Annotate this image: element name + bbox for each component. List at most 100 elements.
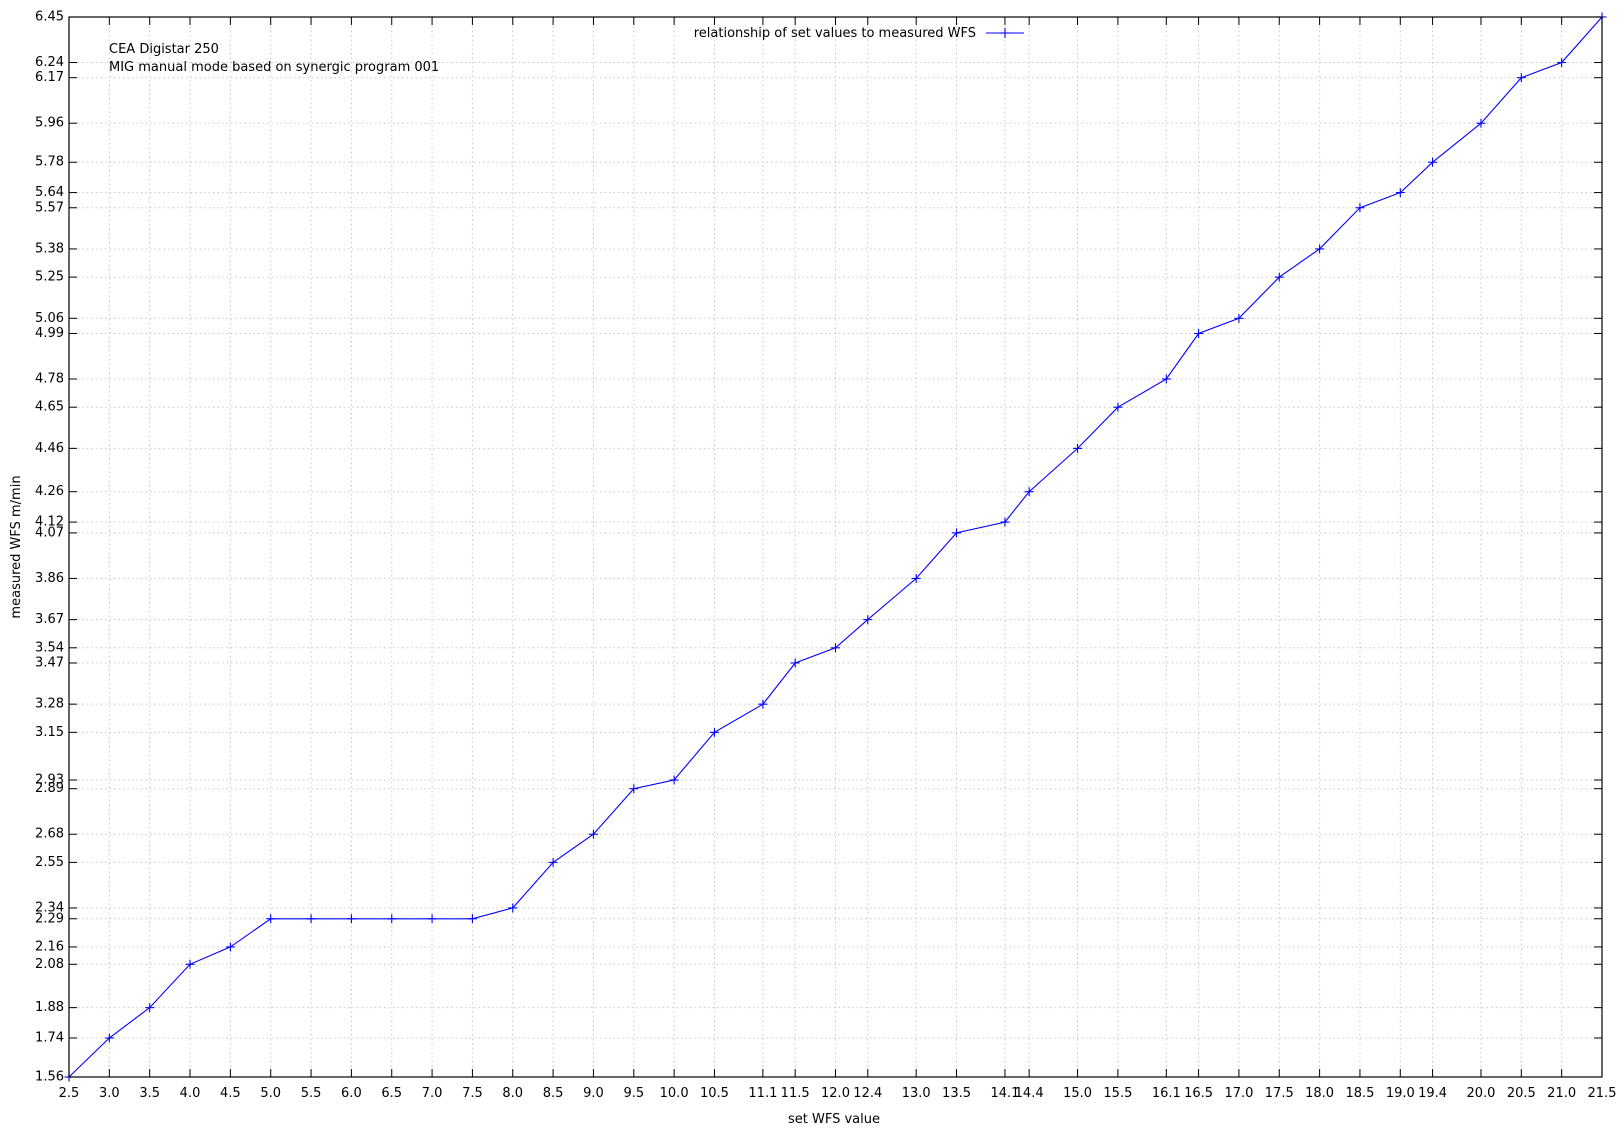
data-point <box>952 528 962 538</box>
y-tick-label: 2.68 <box>35 827 64 842</box>
plot-frame <box>68 16 1603 1078</box>
legend-label: relationship of set values to measured W… <box>694 26 976 41</box>
data-point <box>1395 188 1405 198</box>
data-point <box>1000 517 1010 527</box>
x-tick-label: 6.0 <box>341 1086 362 1101</box>
y-tick-label: 4.07 <box>35 525 64 540</box>
x-tick-label: 13.5 <box>942 1086 971 1101</box>
y-tick-label: 6.17 <box>35 70 64 85</box>
x-tick-label: 11.1 <box>748 1086 777 1101</box>
x-tick-label: 16.1 <box>1152 1086 1181 1101</box>
data-point <box>387 914 397 924</box>
y-tick-label: 5.57 <box>35 200 64 215</box>
data-point <box>1355 203 1365 213</box>
x-tick-label: 9.5 <box>623 1086 644 1101</box>
data-point <box>758 699 768 709</box>
y-tick-label: 3.54 <box>35 640 64 655</box>
y-tick-label: 1.88 <box>35 1000 64 1015</box>
x-tick-label: 21.5 <box>1588 1086 1617 1101</box>
x-tick-label: 17.5 <box>1265 1086 1294 1101</box>
y-tick-label: 4.46 <box>35 441 64 456</box>
annotation-line-1: CEA Digistar 250 <box>109 42 219 57</box>
y-tick-label: 4.65 <box>35 400 64 415</box>
x-tick-label: 20.0 <box>1466 1086 1495 1101</box>
y-tick-label: 2.93 <box>35 773 64 788</box>
data-point <box>1234 313 1244 323</box>
x-tick-label: 3.5 <box>139 1086 160 1101</box>
x-tick-label: 17.0 <box>1224 1086 1253 1101</box>
x-tick-label: 8.0 <box>502 1086 523 1101</box>
data-point <box>1024 487 1034 497</box>
x-tick-label: 19.0 <box>1386 1086 1415 1101</box>
y-tick-label: 5.38 <box>35 241 64 256</box>
x-tick-label: 18.5 <box>1345 1086 1374 1101</box>
y-tick-label: 3.67 <box>35 612 64 627</box>
x-tick-label: 21.0 <box>1547 1086 1576 1101</box>
grid <box>68 16 1603 1078</box>
x-tick-label: 14.4 <box>1015 1086 1044 1101</box>
y-tick-label: 4.78 <box>35 372 64 387</box>
x-tick-label: 15.5 <box>1103 1086 1132 1101</box>
data-point <box>831 643 840 653</box>
x-tick-label: 10.0 <box>660 1086 689 1101</box>
x-tick-label: 7.0 <box>422 1086 443 1101</box>
data-point <box>145 1003 155 1013</box>
data-point <box>709 727 719 737</box>
x-tick-label: 4.0 <box>180 1086 201 1101</box>
x-tick-label: 4.5 <box>220 1086 241 1101</box>
data-point <box>863 615 873 625</box>
data-point <box>588 829 598 839</box>
x-tick-label: 10.5 <box>700 1086 729 1101</box>
x-tick-label: 19.4 <box>1418 1086 1447 1101</box>
x-axis-label: set WFS value <box>788 1112 880 1127</box>
axis-ticks: 1.56 1.74 1.88 2.08 2.16 2.292.34 2.55 2.68 2.89… <box>35 10 1616 1102</box>
y-tick-label: 4.12 <box>35 515 64 530</box>
data-point <box>346 914 356 924</box>
y-tick-label: 3.15 <box>35 725 64 740</box>
y-tick-label: 4.26 <box>35 484 64 499</box>
data-point <box>1113 402 1123 412</box>
data-point <box>790 658 800 668</box>
data-point <box>104 1033 114 1043</box>
y-tick-label: 5.25 <box>35 270 64 285</box>
data-point <box>669 775 679 785</box>
legend: relationship of set values to measured W… <box>694 26 1024 41</box>
data-point <box>225 942 235 952</box>
y-tick-label: 6.45 <box>35 10 64 25</box>
data-point <box>1428 157 1438 167</box>
x-tick-label: 15.0 <box>1063 1086 1092 1101</box>
x-tick-label: 5.5 <box>301 1086 322 1101</box>
x-tick-label: 3.0 <box>99 1086 120 1101</box>
series-layer <box>64 12 1607 1082</box>
y-tick-label: 2.89 <box>35 781 64 796</box>
data-point <box>508 903 518 913</box>
data-point <box>548 857 558 867</box>
y-tick-label: 2.55 <box>35 855 64 870</box>
x-tick-label: 9.0 <box>583 1086 604 1101</box>
data-point <box>911 573 921 583</box>
x-tick-label: 7.5 <box>462 1086 483 1101</box>
y-tick-label: 4.99 <box>35 326 64 341</box>
data-point <box>185 959 195 969</box>
x-tick-label: 11.5 <box>781 1086 810 1101</box>
y-tick-label: 3.47 <box>35 655 64 670</box>
y-tick-label: 5.64 <box>35 185 64 200</box>
x-tick-label: 20.5 <box>1507 1086 1536 1101</box>
x-tick-label: 12.4 <box>853 1086 882 1101</box>
y-axis-label: measured WFS m/min <box>9 475 24 618</box>
data-point <box>1516 73 1526 83</box>
x-tick-label: 18.0 <box>1305 1086 1334 1101</box>
y-tick-label: 5.96 <box>35 116 64 131</box>
y-tick-label: 1.74 <box>35 1030 64 1045</box>
x-tick-label: 13.0 <box>902 1086 931 1101</box>
x-tick-label: 16.5 <box>1184 1086 1213 1101</box>
data-point <box>1557 58 1567 68</box>
data-point <box>266 914 276 924</box>
y-tick-label: 3.28 <box>35 697 64 712</box>
y-tick-label: 5.06 <box>35 311 64 326</box>
x-tick-label: 8.5 <box>543 1086 564 1101</box>
data-point <box>467 914 477 924</box>
y-tick-label: 2.16 <box>35 939 64 954</box>
y-tick-label: 2.08 <box>35 957 64 972</box>
